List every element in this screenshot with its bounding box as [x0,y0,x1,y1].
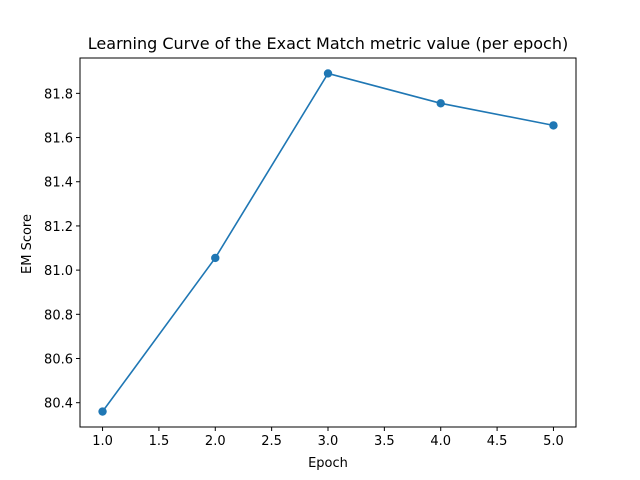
x-axis: 1.0 1.5 2.0 2.5 3.0 3.5 4.0 4.5 5.0 [92,427,564,449]
data-point [98,407,107,416]
x-tick-label: 1.5 [149,434,170,449]
series-layer [98,69,558,416]
x-tick-label: 4.0 [430,434,451,449]
data-point [436,99,445,108]
x-tick-label: 5.0 [543,434,564,449]
data-point [549,121,558,130]
data-point [211,253,220,263]
y-tick-label: 80.4 [44,397,73,412]
chart-title: Learning Curve of the Exact Match metric… [88,34,568,53]
y-tick-label: 81.2 [44,220,73,235]
y-tick-label: 80.6 [44,353,73,368]
x-tick-label: 3.5 [374,434,395,449]
y-tick-label: 81.0 [44,264,73,279]
x-tick-label: 1.0 [92,434,113,449]
y-tick-label: 81.6 [44,132,73,147]
x-axis-label: Epoch [308,456,348,471]
data-point [323,69,333,78]
x-tick-label: 2.5 [261,434,282,449]
y-tick-label: 80.8 [44,308,73,323]
x-tick-label: 3.0 [318,434,339,449]
y-axis: 80.4 80.6 80.8 81.0 81.2 81.4 81.6 81.8 [44,87,80,412]
y-axis-label: EM Score [20,214,35,274]
x-tick-label: 2.0 [205,434,226,449]
y-tick-label: 81.4 [44,176,73,191]
x-tick-label: 4.5 [487,434,508,449]
y-tick-label: 81.8 [44,87,73,102]
